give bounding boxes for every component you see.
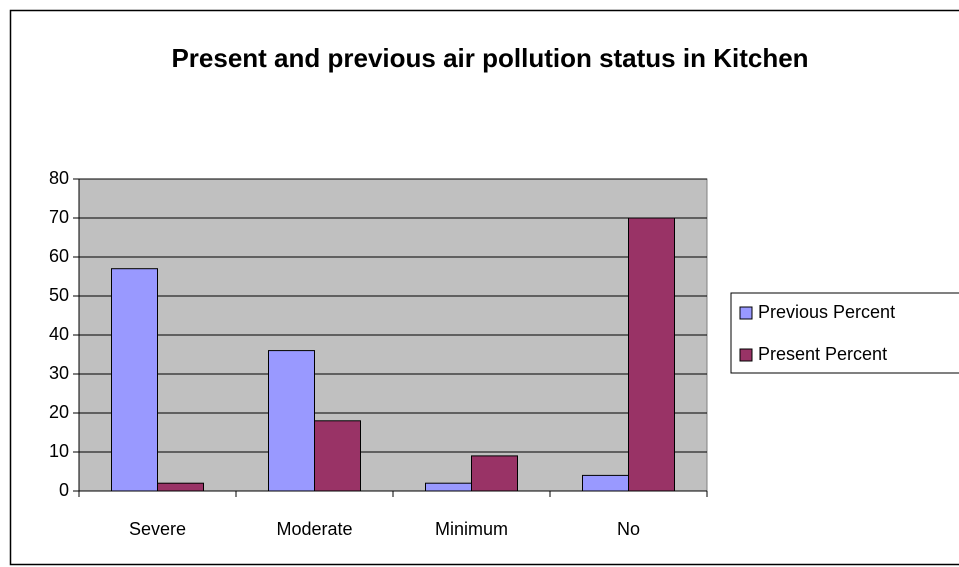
x-tick-label: Severe (129, 519, 186, 539)
bar (111, 268, 158, 492)
bar (582, 474, 629, 492)
bar (268, 350, 315, 492)
y-tick-label: 50 (49, 285, 69, 305)
y-tick-label: 20 (49, 402, 69, 422)
legend-label: Present Percent (758, 344, 887, 364)
legend-label: Previous Percent (758, 302, 895, 322)
bar (314, 420, 361, 492)
y-tick-label: 10 (49, 441, 69, 461)
x-tick-label: No (617, 519, 640, 539)
y-tick-label: 30 (49, 363, 69, 383)
y-tick-label: 80 (49, 168, 69, 188)
y-tick-label: 0 (59, 480, 69, 500)
legend-swatch (739, 348, 753, 362)
legend-swatch (739, 306, 753, 320)
bar (157, 482, 204, 492)
x-tick-label: Moderate (276, 519, 352, 539)
y-tick-label: 60 (49, 246, 69, 266)
y-tick-label: 40 (49, 324, 69, 344)
bar (628, 217, 675, 492)
bar (425, 482, 472, 492)
legend-box (730, 292, 959, 374)
chart-title: Present and previous air pollution statu… (171, 43, 809, 73)
bar (471, 455, 518, 492)
x-tick-label: Minimum (435, 519, 508, 539)
y-tick-label: 70 (49, 207, 69, 227)
